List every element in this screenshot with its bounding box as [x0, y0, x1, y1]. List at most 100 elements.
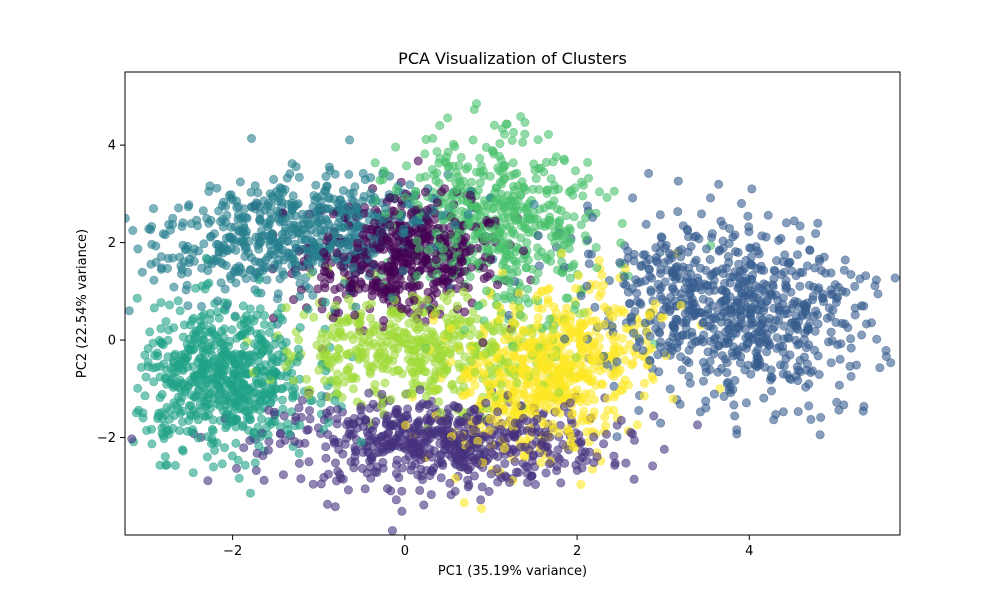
data-point-cluster-7: [497, 400, 507, 410]
data-point-cluster-1: [291, 412, 301, 422]
data-point-cluster-2: [704, 286, 714, 296]
data-point-cluster-2: [664, 255, 674, 265]
data-point-cluster-6: [431, 366, 441, 376]
data-point-cluster-2: [846, 343, 856, 353]
data-point-cluster-4: [171, 400, 181, 410]
data-point-cluster-1: [416, 455, 426, 465]
data-point-cluster-3: [238, 237, 248, 247]
y-tick-label: 0: [108, 334, 116, 349]
data-point-cluster-5: [542, 185, 552, 195]
data-point-cluster-2: [675, 274, 685, 284]
data-point-cluster-7: [608, 312, 618, 322]
data-point-cluster-6: [326, 375, 336, 385]
data-point-cluster-4: [316, 398, 326, 408]
data-point-cluster-1: [374, 447, 384, 457]
data-point-cluster-3: [213, 240, 223, 250]
y-axis-label: PC2 (22.54% variance): [75, 229, 90, 378]
data-point-cluster-0: [386, 273, 396, 283]
data-point-cluster-4: [187, 427, 197, 437]
data-point-cluster-7: [609, 371, 619, 381]
data-point-cluster-7: [591, 280, 601, 290]
data-point-cluster-3: [288, 191, 298, 201]
data-point-cluster-7: [587, 355, 597, 365]
data-point-cluster-2: [673, 207, 683, 217]
data-point-cluster-5: [508, 127, 518, 137]
data-point-cluster-1: [510, 418, 520, 428]
data-point-cluster-1: [245, 435, 255, 445]
data-point-cluster-4: [210, 373, 220, 383]
data-point-cluster-1: [332, 419, 342, 429]
data-point-cluster-1: [384, 427, 394, 437]
data-point-cluster-6: [487, 370, 497, 380]
data-point-cluster-1: [492, 464, 502, 474]
data-point-cluster-3: [320, 214, 330, 224]
data-point-cluster-0: [485, 269, 495, 279]
data-point-cluster-1: [601, 429, 611, 439]
data-point-cluster-2: [682, 224, 692, 234]
data-point-cluster-5: [543, 130, 553, 140]
data-point-cluster-4: [356, 437, 366, 447]
data-point-cluster-3: [398, 224, 408, 234]
data-point-cluster-4: [155, 393, 165, 403]
data-point-cluster-2: [684, 277, 694, 287]
data-point-cluster-5: [508, 158, 518, 168]
data-point-cluster-2: [850, 310, 860, 320]
data-point-cluster-4: [161, 317, 171, 327]
data-point-cluster-1: [350, 457, 360, 467]
data-point-cluster-7: [555, 374, 565, 384]
data-point-cluster-0: [357, 261, 367, 271]
data-point-cluster-4: [234, 473, 244, 483]
data-point-cluster-2: [792, 250, 802, 260]
data-point-cluster-3: [284, 249, 294, 259]
data-point-cluster-6: [465, 316, 475, 326]
data-point-cluster-2: [811, 229, 821, 239]
data-point-cluster-7: [647, 371, 657, 381]
data-point-cluster-4: [158, 340, 168, 350]
data-point-cluster-2: [700, 310, 710, 320]
data-point-cluster-5: [505, 222, 515, 232]
data-point-cluster-7: [560, 324, 570, 334]
data-point-cluster-6: [436, 408, 446, 418]
data-point-cluster-2: [875, 363, 885, 373]
data-point-cluster-3: [387, 292, 397, 302]
data-point-cluster-1: [294, 403, 304, 413]
data-point-cluster-2: [814, 254, 824, 264]
data-point-cluster-5: [420, 149, 430, 159]
data-point-cluster-2: [763, 210, 773, 220]
data-point-cluster-5: [566, 236, 576, 246]
data-point-cluster-4: [169, 323, 179, 333]
data-point-cluster-2: [634, 405, 644, 415]
data-point-cluster-7: [588, 411, 598, 421]
data-point-cluster-4: [165, 414, 175, 424]
data-point-cluster-3: [241, 212, 251, 222]
data-point-cluster-1: [426, 490, 436, 500]
data-point-cluster-0: [422, 205, 432, 215]
data-point-cluster-7: [537, 304, 547, 314]
data-point-cluster-2: [665, 384, 675, 394]
data-point-cluster-1: [629, 474, 639, 484]
data-point-cluster-6: [372, 342, 382, 352]
data-point-cluster-3: [348, 262, 358, 272]
data-point-cluster-7: [594, 342, 604, 352]
data-point-cluster-3: [144, 224, 154, 234]
data-point-cluster-3: [281, 223, 291, 233]
data-point-cluster-4: [240, 341, 250, 351]
data-point-cluster-5: [488, 204, 498, 214]
data-point-cluster-2: [815, 430, 825, 440]
chart-title: PCA Visualization of Clusters: [398, 49, 627, 68]
data-point-cluster-2: [886, 358, 896, 368]
data-point-cluster-7: [596, 379, 606, 389]
data-point-cluster-2: [805, 245, 815, 255]
data-point-cluster-3: [347, 226, 357, 236]
data-point-cluster-1: [542, 441, 552, 451]
data-point-cluster-0: [376, 282, 386, 292]
data-point-cluster-0: [319, 266, 329, 276]
data-point-cluster-4: [198, 402, 208, 412]
data-point-cluster-1: [415, 485, 425, 495]
data-point-cluster-3: [463, 210, 473, 220]
y-tick-label: 4: [108, 139, 116, 154]
data-point-cluster-2: [731, 328, 741, 338]
data-point-cluster-3: [213, 296, 223, 306]
data-point-cluster-2: [730, 230, 740, 240]
